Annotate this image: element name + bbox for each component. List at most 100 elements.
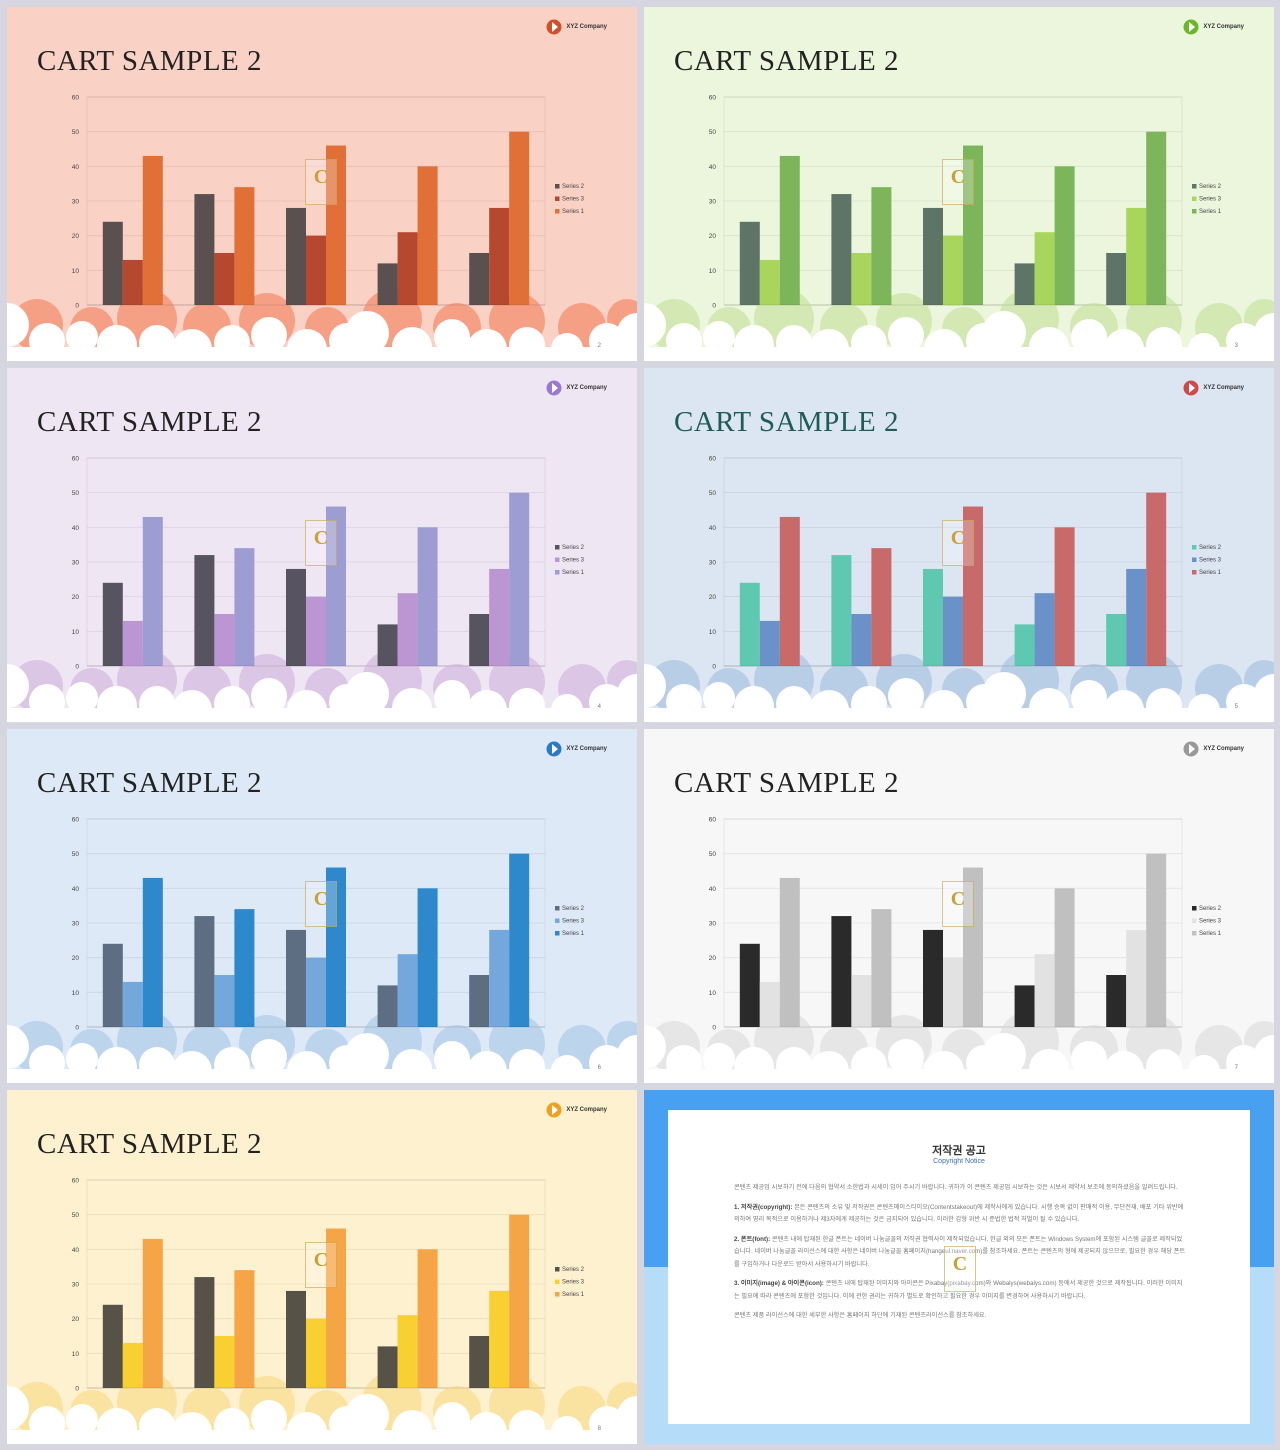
bar — [1054, 527, 1075, 666]
y-tick-label: 40 — [72, 886, 80, 893]
page-number: 4 — [597, 704, 601, 710]
cloud-puff — [703, 682, 735, 714]
bar — [234, 187, 255, 305]
y-tick-label: 60 — [709, 456, 717, 463]
company-name: XYZ Company — [566, 385, 607, 391]
legend-swatch — [1192, 906, 1197, 911]
watermark-logo: C — [944, 1246, 976, 1292]
bar — [1054, 166, 1075, 305]
bar — [122, 620, 143, 666]
legend-swatch — [1192, 196, 1197, 201]
y-tick-label: 60 — [72, 95, 80, 102]
bar-chart: 0 10 20 30 40 50 60 Series 2 Series 3 Series 1 — [644, 456, 1274, 722]
legend-swatch — [1192, 184, 1197, 189]
legend-swatch — [1192, 545, 1197, 550]
bar — [871, 187, 892, 305]
bar-chart: 0 10 20 30 40 50 60 Series 2 Series 3 Series 1 — [7, 817, 637, 1083]
y-tick-label: 10 — [72, 629, 80, 636]
notice-subtitle: Copyright Notice — [933, 1158, 985, 1165]
cloud-decoration — [644, 1011, 1274, 1083]
bar — [326, 867, 346, 1027]
bar — [214, 253, 235, 305]
legend-label: Series 2 — [1199, 545, 1222, 551]
bar-chart: 0 10 20 30 40 50 60 Series 2 Series 3 Series 1 — [644, 95, 1274, 361]
cloud-puff — [644, 664, 666, 708]
cloud-puff — [1071, 319, 1107, 355]
cloud-decoration — [7, 1011, 637, 1083]
y-tick-label: 40 — [72, 164, 80, 171]
y-tick-label: 10 — [72, 1351, 80, 1358]
y-tick-label: 50 — [72, 490, 80, 497]
bar — [779, 155, 800, 305]
company-logo-icon — [1183, 380, 1199, 396]
legend-swatch — [1192, 209, 1197, 214]
watermark-logo: C — [942, 159, 974, 205]
y-tick-label: 30 — [709, 560, 717, 567]
cloud-base — [7, 708, 637, 722]
y-tick-label: 30 — [72, 560, 80, 567]
bar — [509, 131, 530, 305]
legend-label: Series 3 — [562, 197, 585, 203]
bar — [1146, 492, 1167, 666]
bar — [397, 1315, 418, 1388]
legend-label: Series 1 — [562, 209, 585, 215]
cloud-base — [7, 1069, 637, 1083]
cloud-puff — [703, 321, 735, 353]
bar — [286, 207, 306, 305]
bar — [923, 207, 943, 305]
cloud-decoration — [7, 1372, 637, 1444]
bar — [509, 853, 530, 1027]
page-number: 5 — [1234, 704, 1238, 710]
bar — [943, 235, 963, 305]
bar — [509, 492, 530, 666]
notice-paragraph: 콘텐츠 제공업 시보하기 전에 다음의 협약서 소한법과 시세이 임어 주시기 … — [734, 1184, 1178, 1191]
legend-swatch — [555, 209, 560, 214]
cloud-puff — [251, 1039, 287, 1075]
cloud-puff — [434, 319, 470, 355]
y-tick-label: 50 — [709, 129, 717, 136]
watermark-logo: C — [305, 1242, 337, 1288]
page-number: 3 — [1234, 343, 1238, 349]
bar — [397, 593, 418, 666]
y-tick-label: 50 — [72, 851, 80, 858]
bar — [397, 954, 418, 1027]
cloud-puff — [617, 674, 637, 714]
bar-chart: 0 10 20 30 40 50 60 Series 2 Series 3 Series 1 — [644, 817, 1274, 1083]
y-tick-label: 0 — [75, 303, 79, 310]
legend-swatch — [555, 570, 560, 575]
bar — [142, 155, 163, 305]
legend-label: Series 2 — [562, 906, 585, 912]
watermark-logo: C — [942, 881, 974, 927]
y-tick-label: 20 — [72, 594, 80, 601]
bar — [102, 943, 123, 1027]
page-number: 8 — [597, 1426, 601, 1432]
slide-title: CART SAMPLE 2 — [37, 45, 262, 77]
bar — [142, 877, 163, 1027]
bar — [923, 929, 943, 1027]
cloud-puff — [888, 317, 924, 353]
bar — [1106, 975, 1127, 1027]
bar-chart: 0 10 20 30 40 50 60 Series 2 Series 3 Series 1 — [7, 95, 637, 361]
bar-chart: 0 10 20 30 40 50 60 Series 2 Series 3 Series 1 — [7, 1178, 637, 1444]
legend-label: Series 1 — [562, 1292, 585, 1298]
cloud-puff — [345, 672, 389, 716]
slide-title: CART SAMPLE 2 — [674, 767, 899, 799]
bar — [417, 166, 438, 305]
company-name: XYZ Company — [566, 746, 607, 752]
bar — [851, 253, 872, 305]
bar — [871, 548, 892, 666]
y-tick-label: 40 — [72, 525, 80, 532]
bar — [759, 259, 780, 305]
bar — [943, 957, 963, 1027]
y-tick-label: 10 — [709, 990, 717, 997]
legend-label: Series 2 — [1199, 184, 1222, 190]
legend-swatch — [555, 1279, 560, 1284]
company-logo: XYZ Company — [1183, 19, 1244, 35]
cloud-base — [644, 708, 1274, 722]
bar — [851, 975, 872, 1027]
cloud-puff — [644, 303, 666, 347]
bar — [1034, 232, 1055, 305]
cloud-puff — [1071, 1041, 1107, 1077]
cloud-puff — [617, 313, 637, 353]
bar — [759, 620, 780, 666]
